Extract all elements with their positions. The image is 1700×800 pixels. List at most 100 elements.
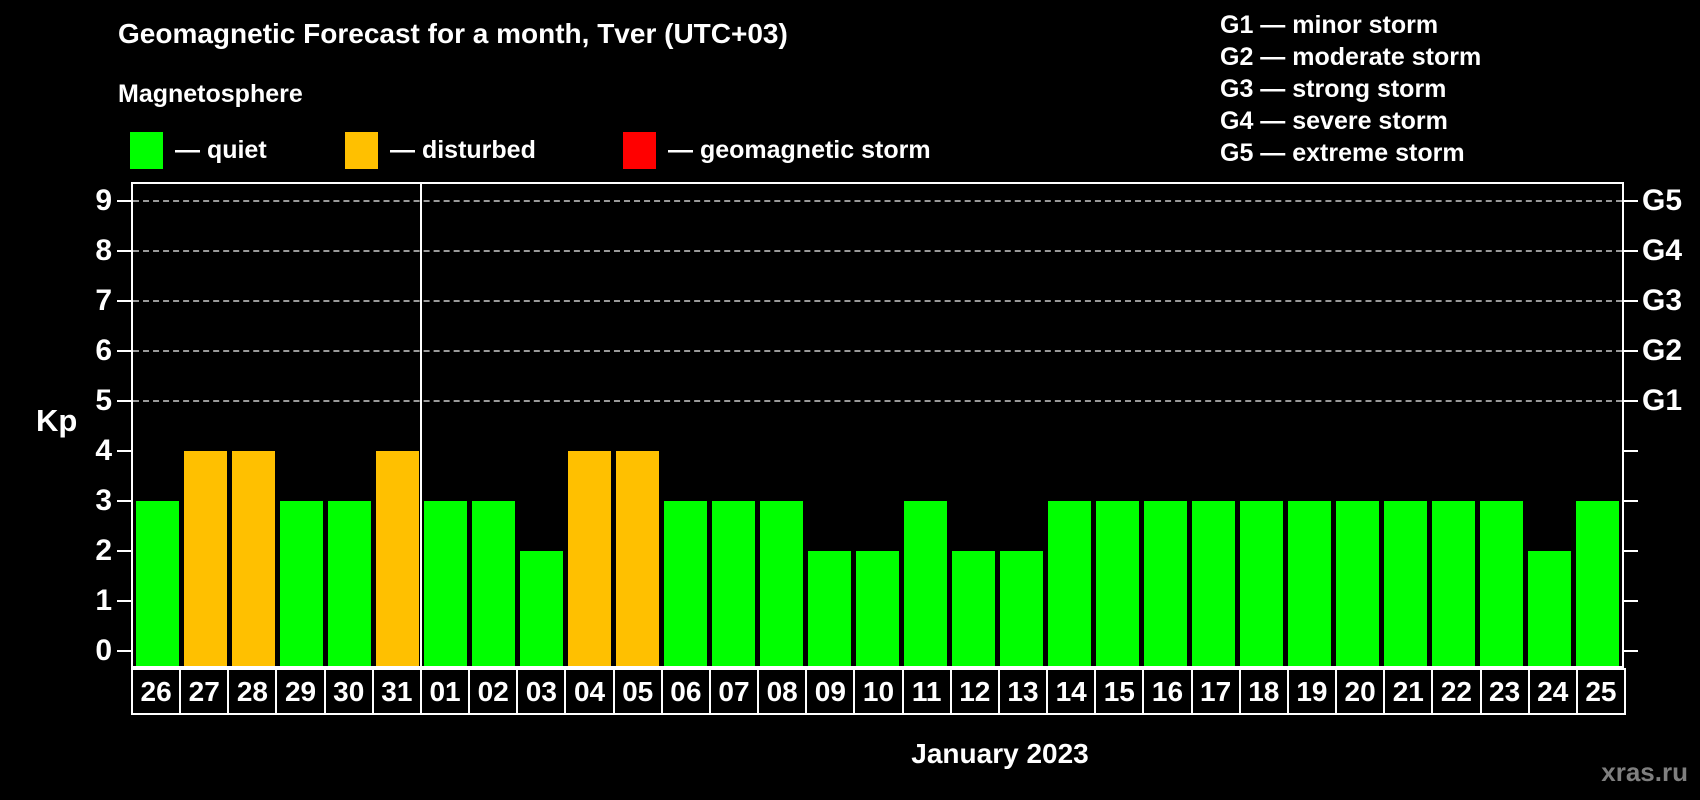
kp-bar-day-13	[1000, 551, 1044, 666]
kp-bar-day-14	[1048, 501, 1092, 666]
right-axis-label-G3: G3	[1642, 284, 1683, 317]
y-axis-tick-right	[1624, 550, 1638, 552]
y-axis-tick-label-1: 1	[95, 584, 112, 617]
kp-bar-day-25	[1576, 501, 1620, 666]
y-axis-tick-left	[117, 450, 131, 452]
day-label-15: 15	[1094, 668, 1145, 715]
kp-bar-day-29	[279, 501, 323, 666]
right-axis-label-G5: G5	[1642, 184, 1683, 217]
day-label-14: 14	[1046, 668, 1097, 715]
day-label-16: 16	[1142, 668, 1193, 715]
disturbed-color-swatch	[345, 131, 378, 169]
gridline-kp5	[133, 400, 1622, 402]
day-label-27: 27	[179, 668, 230, 715]
y-axis-tick-right	[1624, 350, 1638, 352]
gridline-kp9	[133, 200, 1622, 202]
day-label-04: 04	[564, 668, 615, 715]
y-axis-tick-right	[1624, 400, 1638, 402]
kp-bar-day-11	[904, 501, 948, 666]
plot-area	[131, 182, 1624, 668]
y-axis-tick-left	[117, 350, 131, 352]
kp-bar-day-18	[1240, 501, 1284, 666]
kp-bar-day-05	[615, 451, 659, 666]
kp-bar-day-31	[375, 451, 419, 666]
y-axis-tick-right	[1624, 300, 1638, 302]
kp-bar-day-10	[856, 551, 899, 666]
kp-bar-day-26	[135, 501, 179, 666]
gridline-kp7	[133, 300, 1622, 302]
day-label-02: 02	[468, 668, 519, 715]
kp-bar-day-03	[519, 551, 563, 666]
y-axis-tick-right	[1624, 200, 1638, 202]
day-label-19: 19	[1286, 668, 1338, 715]
kp-bar-day-22	[1432, 501, 1476, 666]
kp-bar-day-17	[1192, 501, 1236, 666]
y-axis-tick-label-5: 5	[95, 384, 112, 417]
day-label-22: 22	[1431, 668, 1482, 715]
y-axis-tick-left	[117, 300, 131, 302]
y-axis-tick-left	[117, 400, 131, 402]
y-axis-tick-right	[1624, 650, 1638, 652]
legend-item-quiet: — quiet	[130, 131, 267, 169]
y-axis-tick-right	[1624, 500, 1638, 502]
g-scale-legend-line: G1 — minor storm	[1220, 11, 1439, 39]
y-axis-tick-right	[1624, 450, 1638, 452]
kp-bar-day-30	[327, 501, 371, 666]
right-axis-label-G2: G2	[1642, 334, 1683, 367]
y-axis-tick-left	[117, 200, 131, 202]
subtitle-magnetosphere: Magnetosphere	[118, 80, 303, 108]
day-label-10: 10	[853, 668, 904, 715]
day-label-23: 23	[1479, 668, 1530, 715]
gridline-kp6	[133, 350, 1622, 352]
g-scale-legend-line: G5 — extreme storm	[1220, 139, 1465, 167]
kp-bar-day-07	[711, 501, 755, 666]
day-label-03: 03	[516, 668, 567, 715]
legend-label: — quiet	[175, 135, 267, 164]
legend-item-disturbed: — disturbed	[345, 131, 536, 169]
day-label-06: 06	[660, 668, 711, 715]
day-label-28: 28	[227, 668, 278, 715]
watermark: xras.ru	[1601, 757, 1688, 787]
kp-bar-day-21	[1384, 501, 1428, 666]
y-axis-tick-label-8: 8	[95, 234, 112, 267]
g-scale-legend: G1 — minor storm G2 — moderate storm G3 — …	[1220, 9, 1481, 169]
g-scale-legend-line: G2 — moderate storm	[1220, 43, 1482, 71]
day-label-29: 29	[275, 668, 326, 715]
right-axis-label-G4: G4	[1642, 234, 1683, 267]
kp-bar-day-02	[471, 501, 515, 666]
kp-bar-day-08	[759, 501, 803, 666]
y-axis-tick-right	[1624, 250, 1638, 252]
right-axis-label-G1: G1	[1642, 384, 1683, 417]
day-label-05: 05	[612, 668, 663, 715]
storm-color-swatch	[623, 131, 656, 169]
day-label-20: 20	[1335, 668, 1386, 715]
day-label-25: 25	[1575, 668, 1626, 715]
g-scale-legend-line: G4 — severe storm	[1220, 107, 1448, 135]
kp-bar-day-20	[1336, 501, 1380, 666]
quiet-color-swatch	[130, 131, 163, 169]
day-label-21: 21	[1383, 668, 1434, 715]
y-axis-tick-label-7: 7	[95, 284, 112, 317]
x-axis-title: January 2023	[911, 738, 1089, 769]
y-axis-label: Kp	[36, 403, 78, 438]
y-axis-tick-left	[117, 500, 131, 502]
y-axis-tick-left	[117, 650, 131, 652]
y-axis-tick-left	[117, 550, 131, 552]
month-separator-line	[420, 184, 423, 666]
y-axis-tick-left	[117, 600, 131, 602]
g-scale-legend-line: G3 — strong storm	[1220, 75, 1447, 103]
day-label-31: 31	[371, 668, 422, 715]
kp-bar-day-16	[1144, 501, 1188, 666]
day-label-17: 17	[1190, 668, 1241, 715]
y-axis-tick-label-2: 2	[95, 534, 112, 567]
day-label-08: 08	[757, 668, 808, 715]
day-label-18: 18	[1238, 668, 1289, 715]
legend-label: — geomagnetic storm	[668, 135, 931, 164]
day-label-12: 12	[949, 668, 1000, 715]
day-label-11: 11	[901, 668, 952, 715]
kp-bar-day-06	[663, 501, 707, 666]
legend-item-storm: — geomagnetic storm	[623, 131, 931, 169]
y-axis-tick-label-0: 0	[95, 634, 112, 667]
kp-bar-day-01	[423, 501, 467, 666]
kp-bar-day-19	[1288, 501, 1332, 666]
